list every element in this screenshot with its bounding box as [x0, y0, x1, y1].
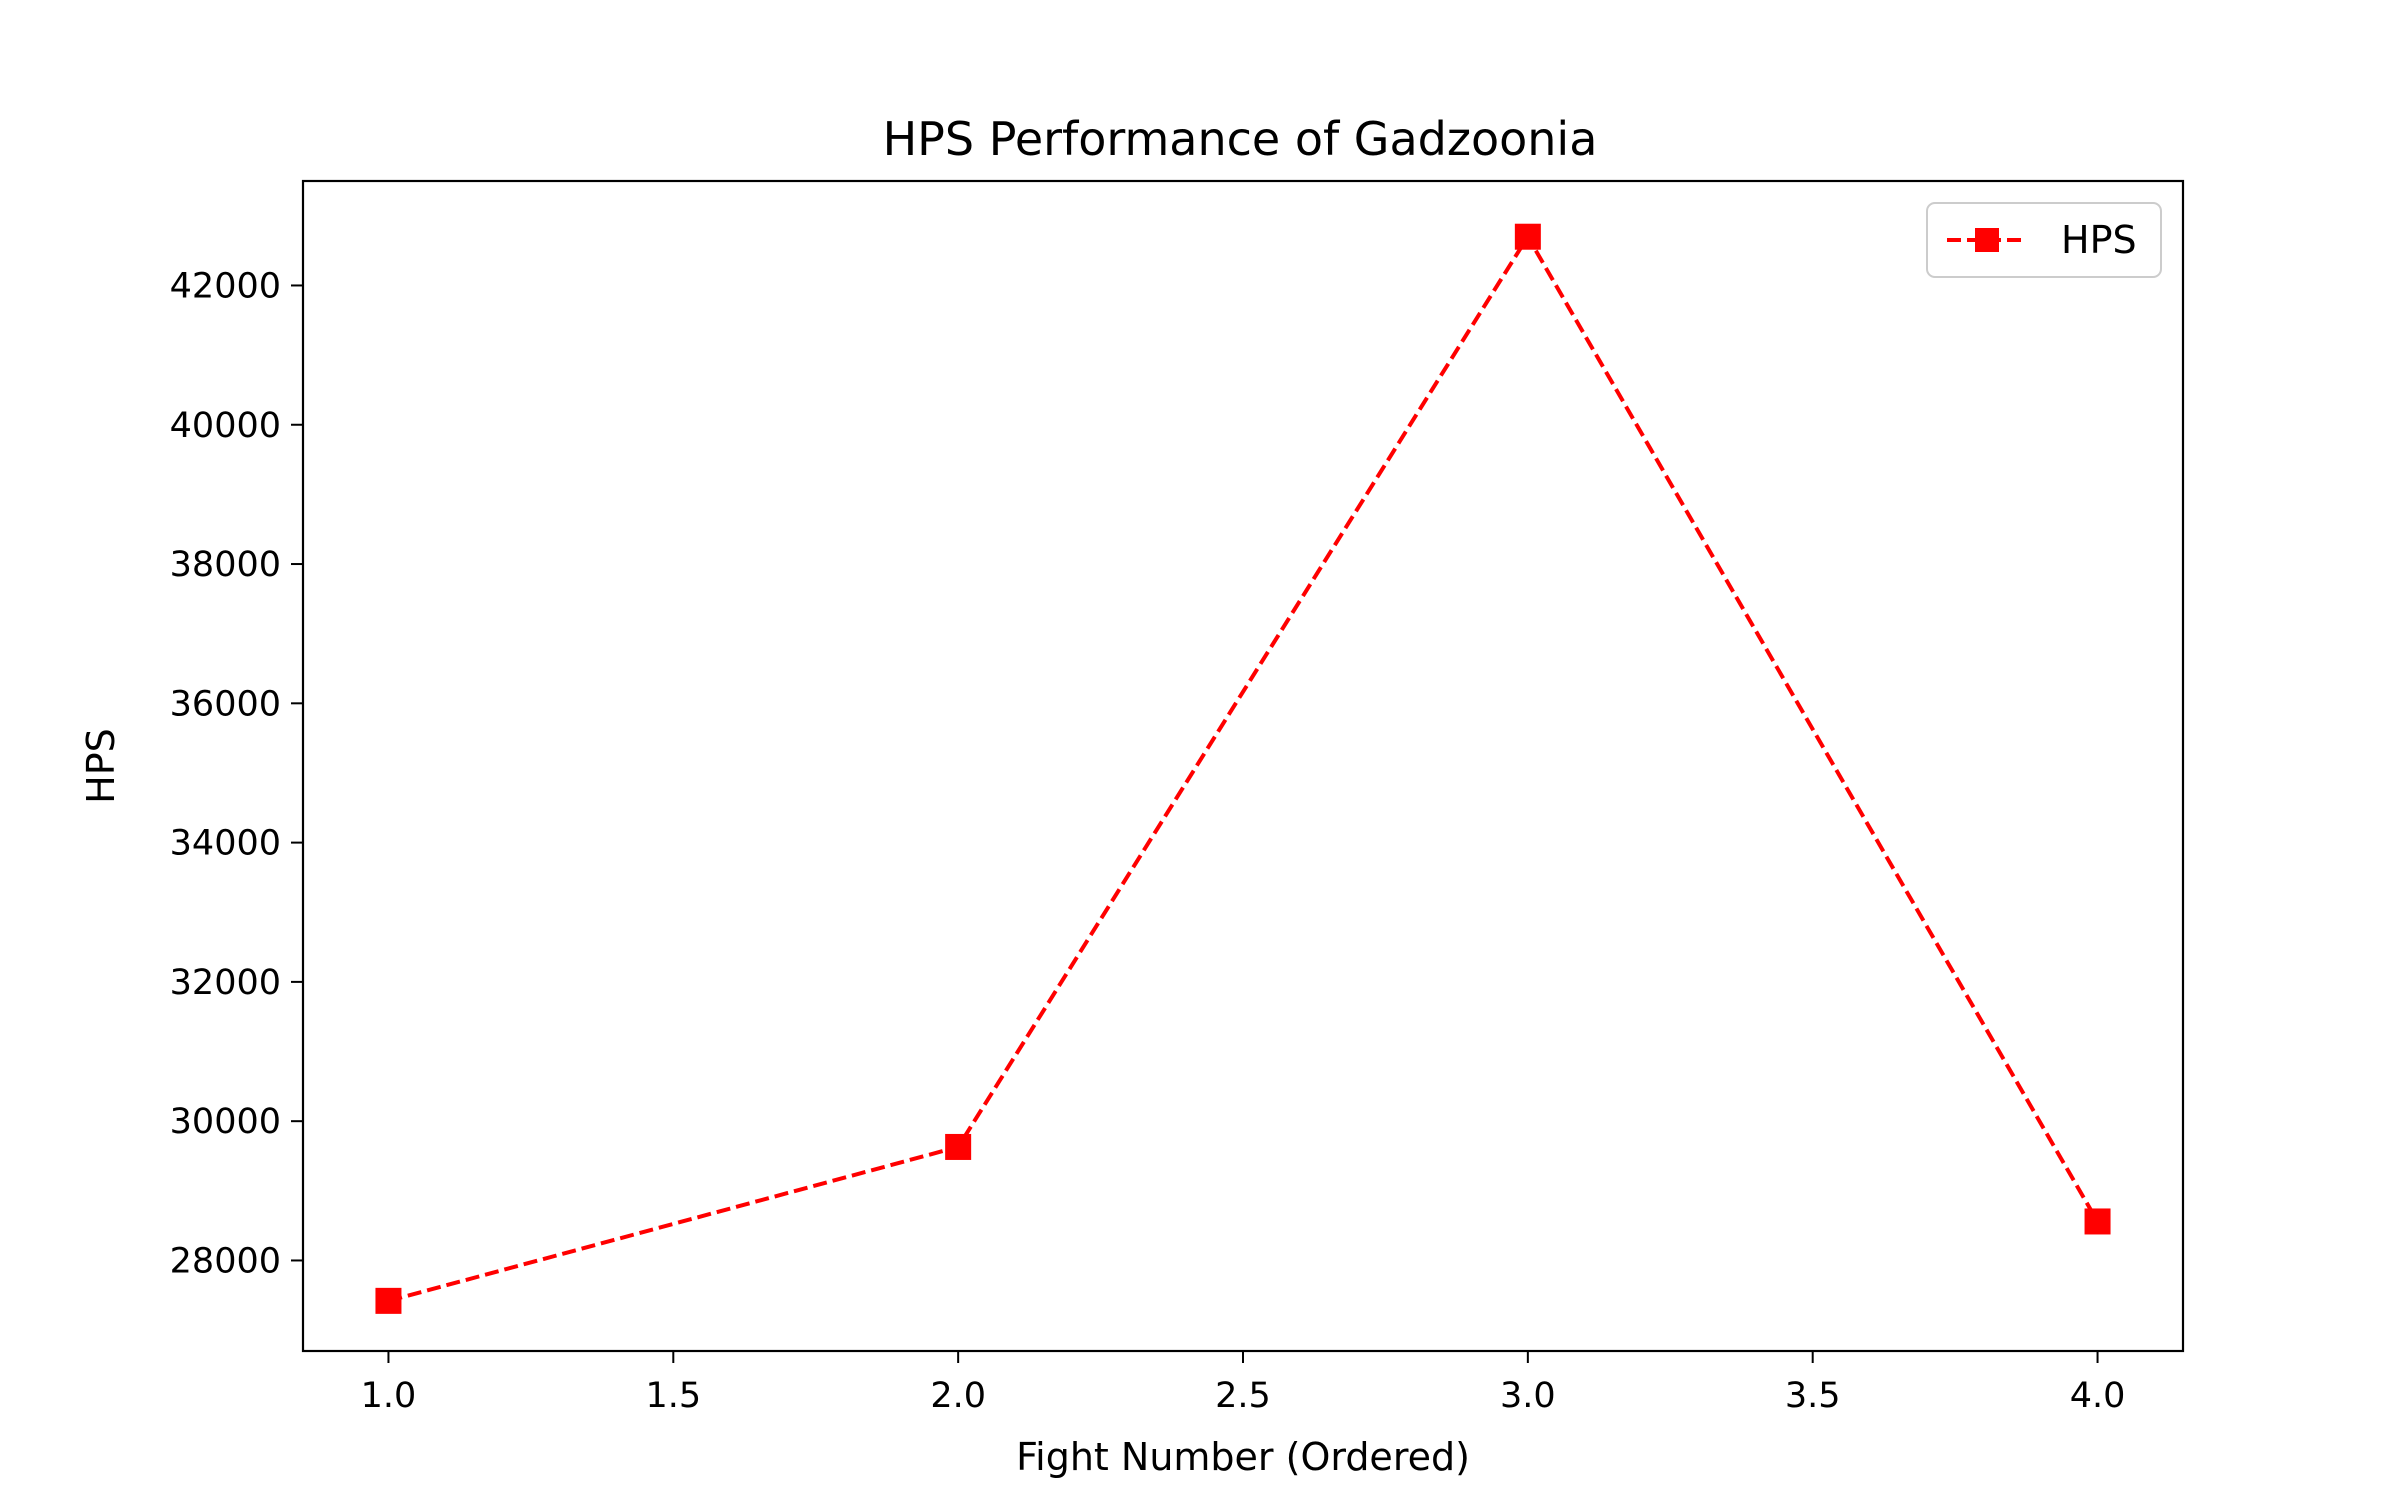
- legend-label: HPS: [2061, 218, 2137, 262]
- x-axis-title: Fight Number (Ordered): [1016, 1435, 1470, 1479]
- series-layer: [375, 223, 2111, 1314]
- data-point-marker: [1514, 223, 1541, 250]
- y-tick-label: 36000: [170, 684, 281, 724]
- x-tick-label: 4.0: [2070, 1376, 2126, 1416]
- data-point-marker: [2084, 1208, 2111, 1235]
- y-tick-label: 28000: [170, 1241, 281, 1281]
- data-point-marker: [945, 1133, 972, 1160]
- y-tick-label: 40000: [170, 406, 281, 446]
- x-tick-label: 3.0: [1500, 1376, 1556, 1416]
- chart-title: HPS Performance of Gadzoonia: [883, 112, 1598, 166]
- x-axis: 1.0 1.5 2.0 2.5 3.0 3.5 4.0: [361, 1351, 2126, 1416]
- legend: HPS: [1926, 202, 2162, 278]
- y-tick-label: 34000: [170, 824, 281, 864]
- legend-box: [1926, 202, 2162, 278]
- legend-marker-swatch: [1975, 228, 1999, 252]
- x-tick-label: 3.5: [1785, 1376, 1841, 1416]
- y-axis-title: HPS: [79, 728, 123, 804]
- y-tick-label: 38000: [170, 545, 281, 585]
- data-point-marker: [375, 1287, 402, 1314]
- x-tick-label: 2.5: [1215, 1376, 1271, 1416]
- x-tick-label: 2.0: [930, 1376, 986, 1416]
- x-tick-label: 1.5: [645, 1376, 701, 1416]
- x-tick-label: 1.0: [361, 1376, 417, 1416]
- y-axis: 28000 30000 32000 34000 36000 38000 40000 42000: [170, 266, 303, 1281]
- series-line-hps: [387, 232, 2100, 1303]
- y-tick-label: 32000: [170, 963, 281, 1003]
- plot-area: [301, 179, 2185, 1353]
- y-tick-label: 42000: [170, 266, 281, 306]
- y-tick-label: 30000: [170, 1102, 281, 1142]
